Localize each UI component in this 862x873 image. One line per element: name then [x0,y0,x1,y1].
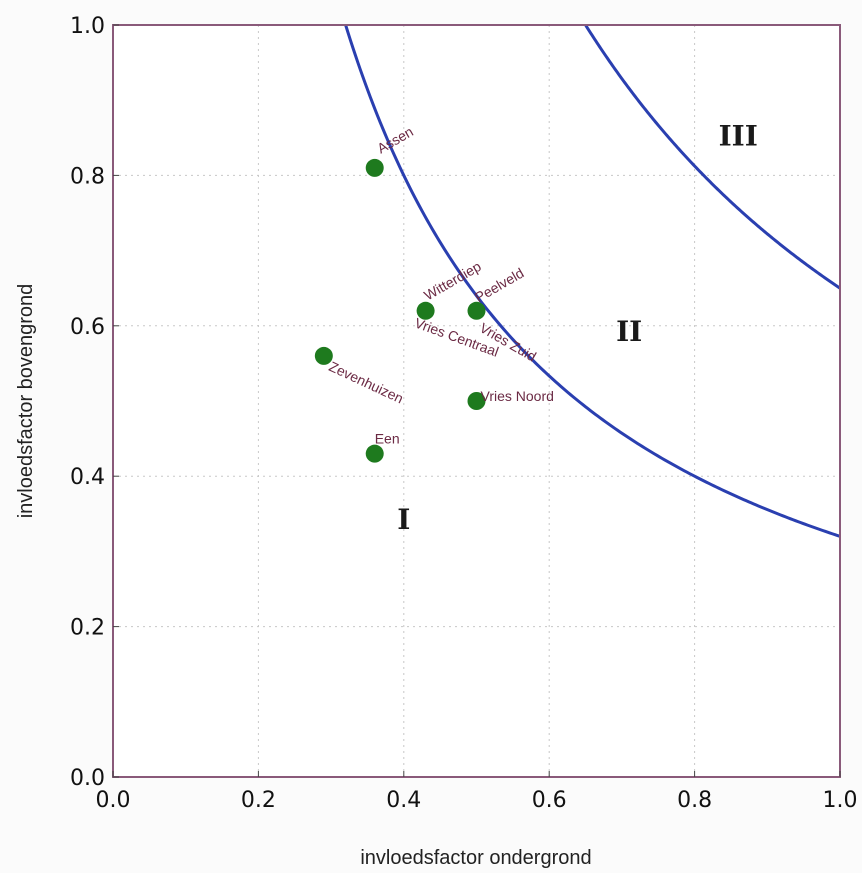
data-point [416,301,435,320]
x-tick-label: 0.2 [241,788,276,813]
boundary-curve-1 [344,24,841,538]
y-tick-label: 0.6 [70,315,105,340]
region-label: I [397,503,410,536]
data-point [467,301,486,320]
plot-frame [112,24,841,778]
x-tick-label: 0.6 [532,788,567,813]
data-point-label: Een [375,431,400,447]
y-tick-label: 0.8 [70,164,105,189]
x-tick-label: 1.0 [823,788,858,813]
x-tick-label: 0.8 [677,788,712,813]
y-tick-label: 1.0 [70,14,105,39]
axis-ticks: 0.0 0.2 0.4 0.6 0.8 1.0 0.0 0.2 0.4 0.6 0.8 1.0 [70,14,858,813]
data-point [365,158,384,177]
data-point [314,346,333,365]
boundary-curves [344,24,841,538]
data-point [467,392,486,410]
y-tick-label: 0.2 [70,616,105,641]
y-tick-label: 0.0 [70,766,105,791]
x-tick-label: 0.0 [96,788,131,813]
y-axis-label: invloedsfactor bovengrond [15,284,37,519]
data-point-label: Vries Noord [481,388,554,404]
boundary-curve-2 [584,24,841,290]
region-label: II [616,315,642,348]
grid-lines [113,25,840,777]
x-axis-label: invloedsfactor ondergrond [360,847,591,869]
region-label: III [719,119,758,152]
data-point [365,444,384,463]
y-tick-label: 0.4 [70,465,105,490]
x-tick-label: 0.4 [386,788,421,813]
